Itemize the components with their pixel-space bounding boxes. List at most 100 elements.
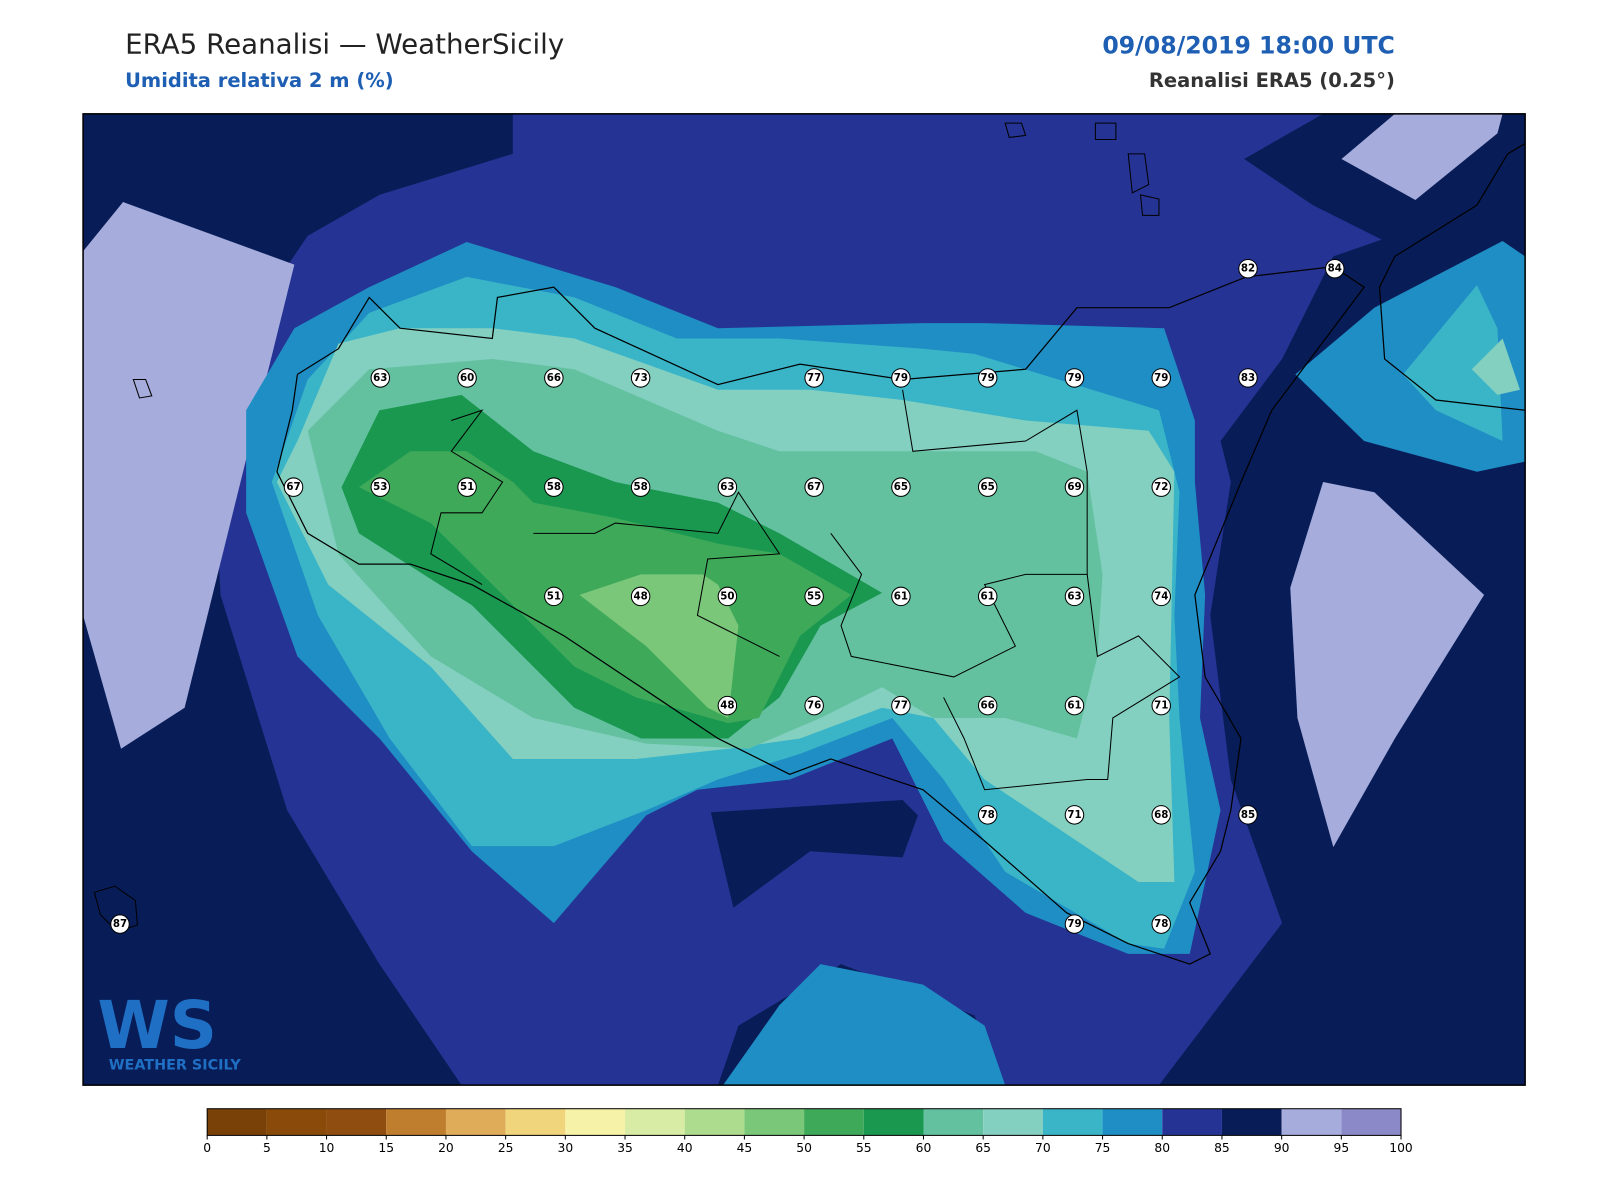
station-value: 76 xyxy=(807,700,821,712)
colorbar-swatch xyxy=(326,1108,387,1136)
colorbar-swatch xyxy=(266,1108,327,1136)
station-value: 58 xyxy=(633,481,647,493)
title: ERA5 Reanalisi — WeatherSicily xyxy=(125,27,564,60)
station-marker xyxy=(977,477,998,497)
colorbar-swatch xyxy=(565,1108,626,1136)
colorbar-swatch xyxy=(923,1108,984,1136)
station-marker xyxy=(1064,914,1085,934)
station-value: 77 xyxy=(807,372,821,384)
coastline xyxy=(1378,143,1526,411)
colorbar-tick-label: 100 xyxy=(1389,1141,1412,1155)
logo-mark: WS xyxy=(97,988,217,1064)
station-value: 61 xyxy=(1067,700,1081,712)
station-marker xyxy=(977,586,998,607)
station-value: 50 xyxy=(720,590,734,602)
station-marker xyxy=(804,368,824,388)
contour-65-70 xyxy=(1471,338,1520,395)
colorbar-swatch xyxy=(1042,1108,1103,1136)
station-value: 87 xyxy=(113,918,127,930)
contour-90-95 xyxy=(83,202,295,749)
colorbar-swatch xyxy=(744,1108,805,1136)
station-marker xyxy=(717,586,738,607)
station-marker xyxy=(1325,258,1345,279)
station-value: 61 xyxy=(981,590,995,602)
colorbar-swatch xyxy=(505,1108,566,1136)
station-marker xyxy=(977,695,998,716)
station-value: 63 xyxy=(1067,590,1081,602)
province-border xyxy=(830,389,1088,678)
station-marker xyxy=(1151,805,1171,825)
coastline xyxy=(276,266,1365,965)
station-value: 67 xyxy=(807,481,821,493)
contour-70-75 xyxy=(1403,285,1503,442)
station-value: 66 xyxy=(547,372,561,384)
colorbar-tick-label: 25 xyxy=(498,1141,514,1155)
colorbar-tick-label: 75 xyxy=(1095,1141,1111,1155)
station-marker xyxy=(1064,477,1085,497)
station-marker xyxy=(1064,805,1085,825)
station-value: 79 xyxy=(981,372,995,384)
station-value: 69 xyxy=(1067,481,1081,493)
station-value: 61 xyxy=(894,590,908,602)
station-marker xyxy=(891,477,911,497)
colorbar-swatch xyxy=(445,1108,506,1136)
station-marker xyxy=(283,477,304,497)
station-marker xyxy=(1151,914,1171,934)
province-border xyxy=(533,491,781,657)
station-marker xyxy=(544,368,564,388)
station-value: 79 xyxy=(1067,918,1081,930)
station-value: 83 xyxy=(1241,372,1255,384)
station-value: 79 xyxy=(1067,372,1081,384)
station-value: 79 xyxy=(1154,372,1168,384)
station-value: 51 xyxy=(460,481,474,493)
station-value: 74 xyxy=(1154,590,1168,602)
station-marker xyxy=(1151,477,1171,497)
station-marker xyxy=(544,586,564,607)
colorbar-tick-label: 80 xyxy=(1154,1141,1170,1155)
station-marker xyxy=(457,477,477,497)
station-value: 51 xyxy=(547,590,561,602)
station-marker xyxy=(630,586,651,607)
datetime: 09/08/2019 18:00 UTC xyxy=(1102,31,1394,59)
station-value: 65 xyxy=(981,481,995,493)
colorbar-swatch xyxy=(386,1108,446,1136)
colorbar-swatch xyxy=(804,1108,864,1136)
station-value: 60 xyxy=(460,372,474,384)
station-marker xyxy=(1151,586,1171,607)
station-marker xyxy=(804,586,824,607)
province-border xyxy=(943,574,1181,791)
station-value: 48 xyxy=(720,700,734,712)
station-marker xyxy=(544,477,564,497)
station-value: 71 xyxy=(1154,700,1168,712)
colorbar-tick-label: 20 xyxy=(438,1141,454,1155)
station-marker xyxy=(630,368,651,388)
station-value: 63 xyxy=(720,481,734,493)
contour-90-95 xyxy=(1290,482,1485,848)
colorbar-swatch xyxy=(1162,1108,1222,1136)
station-marker xyxy=(370,477,391,497)
station-marker xyxy=(977,368,998,388)
station-value: 63 xyxy=(373,372,387,384)
station-value: 85 xyxy=(1241,809,1255,821)
colorbar-tick-label: 50 xyxy=(796,1141,812,1155)
colorbar-swatch xyxy=(1281,1108,1342,1136)
station-value: 72 xyxy=(1154,481,1168,493)
colorbar-swatch xyxy=(1341,1108,1402,1136)
station-marker xyxy=(1064,586,1085,607)
colorbar-tick-label: 55 xyxy=(856,1141,872,1155)
station-value: 78 xyxy=(1154,918,1168,930)
colorbar-tick-label: 85 xyxy=(1214,1141,1230,1155)
colorbar-tick-label: 10 xyxy=(319,1141,335,1155)
station-marker xyxy=(804,477,824,497)
station-value: 66 xyxy=(981,700,995,712)
station-marker xyxy=(630,477,651,497)
colorbar-tick-label: 95 xyxy=(1334,1141,1350,1155)
station-marker xyxy=(1238,258,1258,279)
colorbar-tick-label: 60 xyxy=(916,1141,932,1155)
station-marker xyxy=(1064,695,1085,716)
colorbar-tick-label: 90 xyxy=(1274,1141,1290,1155)
station-layer: 82 84 63 60 66 73 77 79 79 79 79 83 67 53 51 58 58 63 67 65… xyxy=(110,258,1345,934)
colorbar-tick-label: 0 xyxy=(203,1141,211,1155)
province-border xyxy=(430,409,504,586)
